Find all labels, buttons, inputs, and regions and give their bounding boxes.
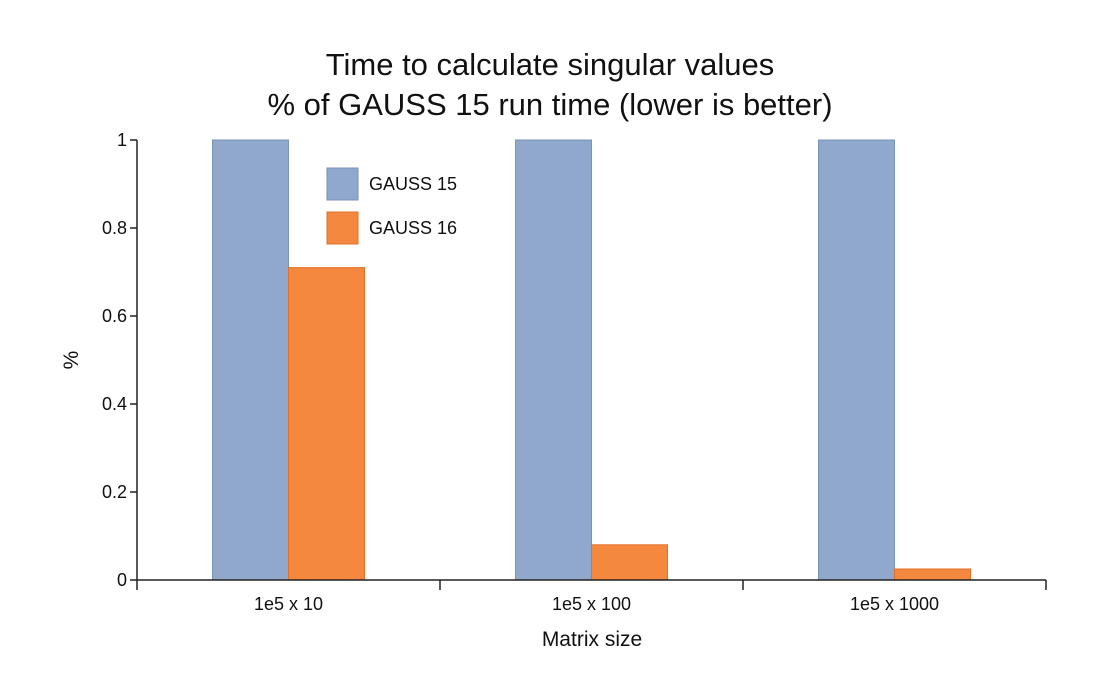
y-tick-label: 0.6 xyxy=(102,306,127,326)
bar-gauss-16-1 xyxy=(591,544,668,581)
bar-gauss-16-2 xyxy=(894,568,971,581)
y-tick-label: 0.2 xyxy=(102,482,127,502)
chart-title: Time to calculate singular values xyxy=(326,47,775,82)
x-tick-label: 1e5 x 10 xyxy=(254,594,323,614)
legend-label: GAUSS 16 xyxy=(369,218,457,238)
bar-gauss-15-1 xyxy=(515,139,592,581)
bar-gauss-15-2 xyxy=(818,139,895,581)
y-axis-title: % xyxy=(60,351,83,370)
x-tick-label: 1e5 x 100 xyxy=(552,594,631,614)
bars-group xyxy=(212,139,971,581)
legend-swatch xyxy=(326,167,359,201)
y-tick-label: 1 xyxy=(117,130,127,150)
legend-swatch xyxy=(326,211,359,245)
x-tick-label: 1e5 x 1000 xyxy=(850,594,939,614)
x-axis-ticks: 1e5 x 10 1e5 x 100 1e5 x 1000 xyxy=(136,580,1047,614)
y-tick-label: 0.8 xyxy=(102,218,127,238)
legend-label: GAUSS 15 xyxy=(369,174,457,194)
x-axis-title: Matrix size xyxy=(542,628,642,651)
bar-gauss-15-0 xyxy=(212,139,289,581)
y-tick-label: 0.4 xyxy=(102,394,127,414)
y-axis-ticks: 0 0.2 0.4 0.6 0.8 1 xyxy=(102,130,137,590)
legend: GAUSS 15 GAUSS 16 xyxy=(326,167,457,245)
bar-gauss-16-0 xyxy=(288,267,365,581)
y-tick-label: 0 xyxy=(117,570,127,590)
chart-subtitle: % of GAUSS 15 run time (lower is better) xyxy=(267,87,832,122)
